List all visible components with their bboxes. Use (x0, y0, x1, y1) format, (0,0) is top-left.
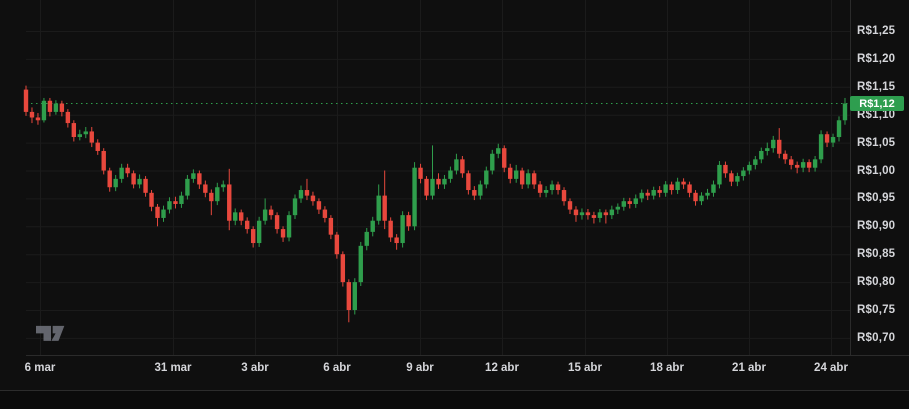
time-axis-label: 15 abr (568, 362, 602, 374)
time-axis-label: 6 mar (24, 362, 56, 374)
price-axis-label: R$1,00 (857, 164, 896, 177)
time-axis-label: 6 abr (323, 362, 351, 374)
time-axis-label: 3 abr (241, 362, 269, 374)
time-axis-label: 18 abr (650, 362, 684, 374)
current-price-tag: R$1,12 (850, 96, 904, 112)
time-axis-label: 9 abr (406, 362, 434, 374)
horizontal-gridlines (26, 31, 850, 339)
time-axis-border (26, 355, 909, 356)
candlestick-plot[interactable] (0, 0, 909, 390)
price-axis-label: R$1,10 (857, 108, 896, 121)
widget-bottom-bar (0, 390, 909, 409)
price-axis-label: R$0,70 (857, 331, 896, 344)
price-axis-label: R$0,85 (857, 248, 896, 261)
price-axis-label: R$1,05 (857, 136, 896, 149)
price-axis-label: R$0,90 (857, 220, 896, 233)
price-axis-label: R$1,20 (857, 52, 896, 65)
price-axis-label: R$1,15 (857, 80, 896, 93)
price-axis-label: R$0,80 (857, 276, 896, 289)
price-axis-border (850, 0, 851, 355)
price-axis-label: R$0,75 (857, 304, 896, 316)
price-axis-label: R$0,95 (857, 192, 896, 205)
price-axis-label: R$1,25 (857, 25, 896, 37)
candles (23, 85, 848, 323)
time-axis-label: 21 abr (732, 362, 766, 374)
time-axis-label: 31 mar (154, 362, 192, 374)
time-axis-label: 24 abr (814, 362, 848, 374)
time-axis-label: 12 abr (485, 362, 519, 374)
vertical-gridlines (40, 0, 832, 355)
tradingview-logo-icon[interactable] (36, 324, 66, 346)
